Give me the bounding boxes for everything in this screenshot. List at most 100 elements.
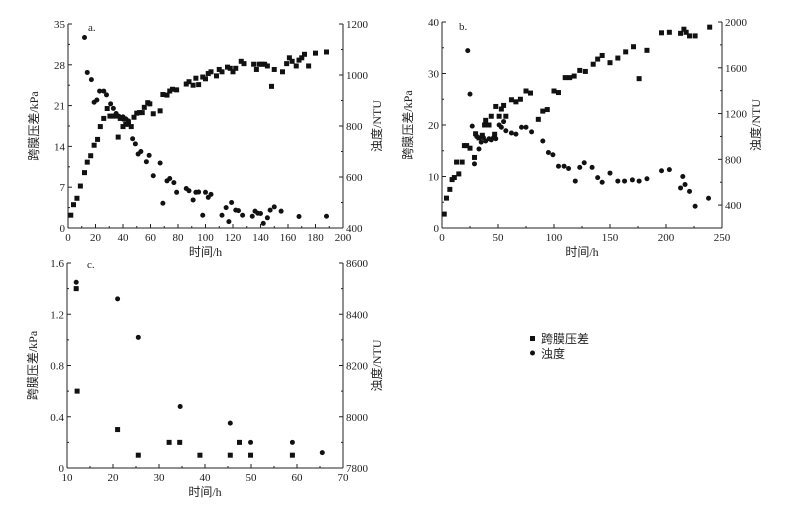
tmp-point [227,65,233,71]
tmp-point [237,439,242,445]
turbidity-point [687,188,693,194]
turbidity-point [508,130,514,136]
panel-c: 10 20 30 40 50 60 70 0 0.4 0.8 1.2 1.6 7800 8000 8200 8… [26,258,384,499]
tmp-point [493,103,499,109]
tmp-point [488,113,494,119]
tmp-point [454,159,460,165]
tmp-point [216,66,222,72]
tmp-point [200,74,206,80]
tmp-point [544,107,550,113]
tmp-point [687,33,693,39]
turbidity-point [157,160,163,166]
turbidity-point [503,128,509,134]
x-tick-label: 100 [546,232,563,244]
turbidity-point [227,420,233,426]
turbidity-point [498,124,504,130]
y-tick-label: 7 [60,182,66,194]
tmp-point [225,64,230,70]
tmp-point [147,101,153,107]
turbidity-point [561,163,567,169]
tmp-point [280,69,285,75]
turbidity-point [196,189,202,195]
y-tick-label: 28 [54,60,66,72]
tmp-point [459,159,465,165]
tmp-point [186,79,192,85]
tmp-point [248,452,254,458]
tmp-point [286,55,292,61]
tmp-point [271,66,277,72]
tmp-point [636,76,642,82]
turbidity-point [186,188,192,194]
tmp-point [289,58,295,64]
turbidity-point [94,97,100,103]
turbidity-point [692,203,698,209]
tmp-point [486,122,492,128]
legend-circle-marker [530,350,535,356]
panel-label: c. [87,259,95,271]
turbidity-point [271,204,277,210]
turbidity-point [82,35,87,41]
turbidity-point [177,404,183,409]
x-tick-label: 60 [292,472,304,484]
turbidity-point [132,141,138,147]
panel-label: a. [88,22,96,34]
legend-square-marker [530,336,535,341]
y2-tick-label: 600 [346,172,363,184]
turbidity-point [595,175,601,181]
tmp-point [107,113,113,119]
turbidity-point [143,159,149,165]
turbidity-point [146,152,152,158]
tmp-point [666,29,672,35]
tmp-point [74,195,80,201]
x-tick-label: 0 [439,232,445,244]
tmp-point [139,110,145,116]
turbidity-point [572,178,578,184]
turbidity-point [467,91,473,97]
turbidity-point [248,439,254,445]
tmp-point [324,49,329,55]
x-tick-label: 20 [90,232,102,244]
x-tick-label: 50 [493,232,505,244]
turbidity-point [174,189,180,195]
tmp-point [131,114,137,120]
turbidity-point [644,176,650,182]
x-tick-label: 120 [225,232,242,244]
tmp-point [551,88,557,94]
turbidity-point [203,189,208,195]
y2-tick-label: 7800 [346,463,369,475]
tmp-point [540,108,546,114]
tmp-point [230,69,236,75]
turbidity-point [566,165,572,171]
tmp-point [115,427,121,433]
tmp-point [128,124,134,130]
turbidity-point [116,113,122,119]
tmp-point [451,175,457,181]
tmp-point [256,61,262,67]
panel-b: 0 50 100 150 200 250 0 10 20 30 40 400 800 1200 1600 20… [401,17,763,259]
tmp-point [262,61,268,67]
x-tick-label: 140 [252,232,269,244]
turbidity-point [171,180,177,186]
tmp-point [251,61,257,67]
turbidity-point [267,207,273,213]
turbidity-point [88,77,94,83]
turbidity-point [108,101,114,107]
tmp-point [233,65,239,71]
legend: 跨膜压差 浊度 [530,332,589,361]
turbidity-point [680,174,686,179]
turbidity-point [478,139,484,145]
turbidity-point [577,164,583,170]
tmp-point [644,47,650,53]
tmp-point [492,131,498,137]
turbidity-point [523,124,529,130]
tmp-point [110,113,116,119]
tmp-point [473,131,479,137]
turbidity-point [200,212,206,218]
x-tick-label: 20 [108,472,120,484]
tmp-point [517,96,523,102]
turbidity-point [622,178,628,184]
turbidity-point [101,88,107,94]
turbidity-point [229,200,235,205]
tmp-point [269,83,274,89]
y2-axis-title: 浊度/NTU [748,99,763,151]
